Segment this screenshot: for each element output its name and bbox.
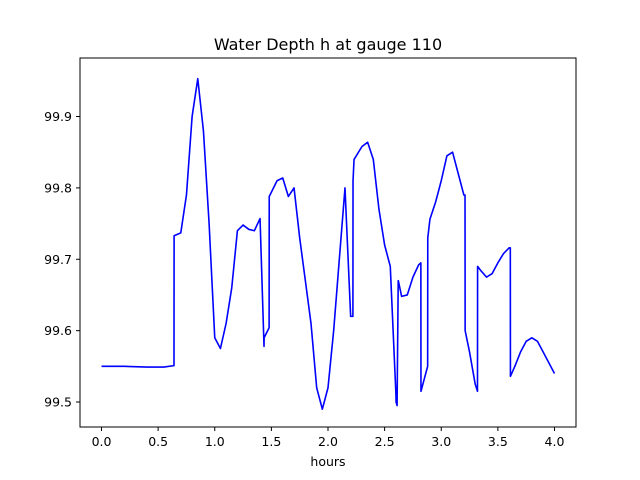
y-tick-label: 99.6: [44, 323, 72, 338]
x-tick-label: 3.0: [431, 434, 451, 449]
x-axis-label: hours: [310, 454, 345, 469]
y-tick-label: 99.9: [44, 109, 72, 124]
x-tick-label: 3.5: [488, 434, 508, 449]
x-tick-label: 0.5: [148, 434, 168, 449]
x-tick-label: 0.0: [92, 434, 112, 449]
x-axis: 0.0 0.5 1.0 1.5 2.0 2.5 3.0 3.5 4.0: [92, 427, 565, 449]
y-tick-label: 99.8: [44, 180, 72, 195]
y-axis: 99.5 99.6 99.7 99.8 99.9: [44, 109, 80, 410]
chart-title: Water Depth h at gauge 110: [214, 35, 442, 54]
x-tick-label: 2.5: [375, 434, 395, 449]
water-depth-line: [101, 77, 556, 410]
y-tick-label: 99.5: [44, 395, 72, 410]
x-tick-label: 4.0: [545, 434, 565, 449]
x-tick-label: 2.0: [318, 434, 338, 449]
x-tick-label: 1.0: [205, 434, 225, 449]
x-tick-label: 1.5: [261, 434, 281, 449]
y-tick-label: 99.7: [44, 252, 72, 267]
